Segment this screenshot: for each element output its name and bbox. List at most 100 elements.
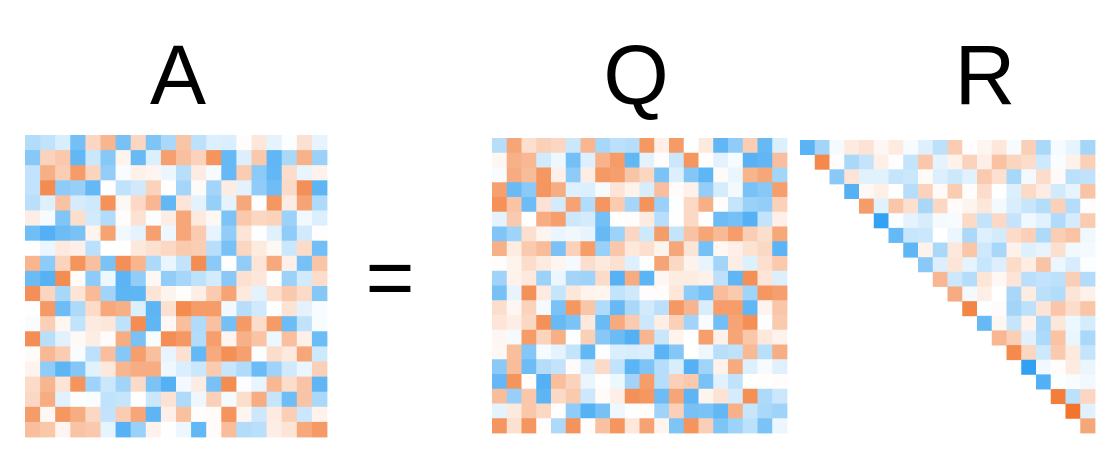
matrix-a-cell: [236, 391, 252, 408]
matrix-r-cell: [1050, 198, 1066, 214]
matrix-q-cell: [536, 300, 552, 316]
matrix-q-cell: [698, 211, 714, 227]
matrix-q-cell: [565, 182, 581, 198]
matrix-r-cell: [1065, 403, 1081, 419]
matrix-a-cell: [251, 255, 267, 272]
matrix-q-cell: [610, 152, 626, 168]
matrix-r-cell: [977, 198, 993, 214]
matrix-a-cell: [191, 255, 207, 272]
matrix-a-cell: [70, 270, 86, 287]
matrix-a-cell: [70, 301, 86, 317]
matrix-q-cell: [683, 285, 699, 301]
matrix-q-cell: [595, 197, 611, 213]
matrix-r-cell: [947, 286, 963, 302]
matrix-q-cell: [728, 197, 744, 213]
matrix-r-cell: [962, 169, 978, 185]
matrix-a-cell: [70, 225, 86, 242]
matrix-a-cell: [266, 135, 283, 151]
matrix-q-cell: [565, 167, 581, 183]
matrix-q-cell: [728, 344, 744, 360]
matrix-q-cell: [565, 418, 581, 434]
matrix-a-cell: [311, 316, 328, 332]
matrix-r-cell: [1021, 242, 1037, 258]
matrix-a-cell: [40, 135, 56, 151]
matrix-q-cell: [772, 138, 788, 154]
matrix-a-cell: [70, 240, 86, 257]
matrix-q-cell: [772, 359, 788, 375]
matrix-r-cell: [873, 198, 889, 214]
matrix-a-cell: [311, 361, 328, 377]
matrix-q-cell: [713, 138, 729, 154]
matrix-q-cell: [536, 182, 552, 198]
matrix-q-cell: [742, 152, 758, 168]
matrix-q-cell: [742, 256, 758, 272]
matrix-a-cell: [100, 150, 116, 166]
matrix-a-cell: [70, 346, 86, 362]
matrix-a-label: A: [150, 28, 206, 122]
matrix-q-cell: [772, 226, 788, 242]
matrix-q-cell: [580, 418, 596, 434]
matrix-a-cell: [100, 286, 116, 302]
matrix-a-cell: [25, 301, 41, 317]
matrix-q-cell: [521, 315, 537, 331]
matrix-r-cell: [1006, 257, 1022, 273]
matrix-a-cell: [100, 376, 116, 393]
matrix-a-cell: [40, 361, 56, 377]
matrix-r-cell: [1021, 359, 1037, 375]
matrix-q-cell: [536, 329, 552, 345]
matrix-q-cell: [639, 285, 655, 301]
matrix-r-cell: [1006, 198, 1022, 214]
matrix-r-cell: [1050, 140, 1066, 156]
matrix-a-cell: [176, 421, 192, 438]
matrix-a-cell: [160, 255, 177, 272]
matrix-a-cell: [206, 270, 222, 287]
matrix-q-cell: [669, 344, 685, 360]
matrix-a-cell: [191, 391, 207, 408]
matrix-q-cell: [595, 374, 611, 390]
matrix-q-cell: [492, 138, 508, 154]
matrix-q-cell: [506, 315, 522, 331]
matrix-a-cell: [191, 150, 207, 166]
matrix-q-cell: [639, 241, 655, 257]
matrix-r-cell: [1065, 169, 1081, 185]
matrix-a-cell: [206, 225, 222, 242]
matrix-a-cell: [130, 165, 147, 181]
matrix-q-cell: [713, 403, 729, 419]
matrix-q-cell: [521, 388, 537, 404]
matrix-r-cell: [947, 227, 963, 243]
matrix-q-cell: [713, 226, 729, 242]
matrix-q-cell: [654, 344, 670, 360]
matrix-q-cell: [521, 418, 537, 434]
matrix-r-cell: [977, 271, 993, 287]
matrix-a-cell: [221, 331, 237, 347]
matrix-a-cell: [40, 376, 56, 393]
matrix-q-cell: [551, 359, 567, 375]
matrix-a-cell: [55, 135, 71, 151]
matrix-a-cell: [191, 165, 207, 181]
matrix-r-cell: [1036, 286, 1052, 302]
matrix-a-cell: [191, 225, 207, 242]
matrix-r-cell: [800, 140, 816, 156]
matrix-a-cell: [281, 240, 298, 257]
matrix-q-cell: [521, 374, 537, 390]
matrix-r-cell: [829, 140, 845, 156]
matrix-a-cell: [311, 286, 328, 302]
matrix-q-cell: [565, 285, 581, 301]
matrix-r-cell: [1021, 301, 1037, 317]
matrix-q-cell: [610, 388, 626, 404]
matrix-a-cell: [296, 376, 313, 393]
matrix-a-cell: [70, 406, 86, 423]
matrix-q-cell: [639, 152, 655, 168]
matrix-a-cell: [40, 331, 56, 347]
matrix-a-cell: [100, 406, 116, 423]
matrix-a-cell: [100, 361, 116, 377]
matrix-q-cell: [551, 418, 567, 434]
matrix-a-cell: [281, 135, 298, 151]
matrix-r-cell: [1006, 286, 1022, 302]
matrix-a-cell: [70, 376, 86, 393]
matrix-a-cell: [236, 316, 252, 332]
matrix-a-cell: [25, 240, 41, 257]
matrix-r-cell: [1065, 389, 1081, 405]
matrix-q-cell: [757, 359, 773, 375]
matrix-q-cell: [742, 300, 758, 316]
